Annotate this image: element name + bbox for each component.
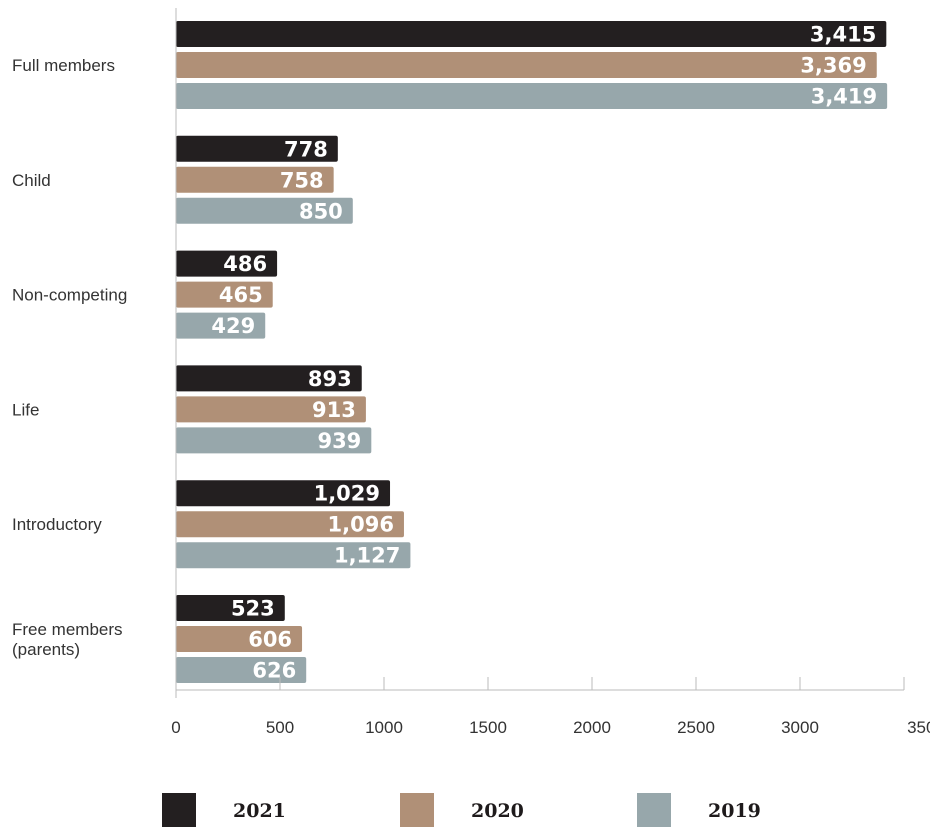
category-label-introductory: Introductory <box>12 515 102 534</box>
x-tick-label-1500: 1500 <box>469 718 507 737</box>
bar-label-free-members-parents-2020: 606 <box>248 628 292 652</box>
category-label-child: Child <box>12 171 51 190</box>
category-label-full-members: Full members <box>12 56 115 75</box>
bar-full-members-2021 <box>176 21 887 47</box>
bars <box>176 21 888 683</box>
bar-child-2019 <box>176 197 353 224</box>
bar-full-members-2020 <box>176 52 877 78</box>
bar-life-2021 <box>176 365 362 392</box>
bar-introductory-2021 <box>176 480 391 507</box>
bar-life-2019 <box>176 427 372 454</box>
bar-label-non-competing-2020: 465 <box>219 283 263 307</box>
bar-label-full-members-2020: 3,369 <box>800 54 866 78</box>
bar-label-life-2020: 913 <box>312 398 356 422</box>
bar-full-members-2019 <box>176 83 888 109</box>
bar-label-full-members-2021: 3,415 <box>810 23 876 47</box>
bar-value-labels: 3,415 778 486 893 1,029 523 3,369 758 465 913 1,09… <box>211 23 877 683</box>
x-tick-label-2000: 2000 <box>573 718 611 737</box>
legend-swatch-2021 <box>162 793 196 827</box>
legend: 2021 2020 2019 <box>162 793 761 827</box>
bar-label-free-members-parents-2021: 523 <box>231 597 275 621</box>
x-tick-label-2500: 2500 <box>677 718 715 737</box>
bar-label-life-2019: 939 <box>317 429 361 453</box>
x-axis: 0 500 1000 1500 2000 2500 3000 3500 <box>171 8 930 737</box>
bar-child-2021 <box>176 135 338 162</box>
bar-label-child-2019: 850 <box>299 199 343 223</box>
bar-label-life-2021: 893 <box>308 367 352 391</box>
bar-child-2020 <box>176 166 334 193</box>
bar-life-2020 <box>176 396 366 423</box>
x-tick-label-3000: 3000 <box>781 718 819 737</box>
bar-label-full-members-2019: 3,419 <box>811 85 877 109</box>
bar-label-introductory-2020: 1,096 <box>328 513 394 537</box>
legend-label-2021: 2021 <box>233 800 286 822</box>
bar-introductory-2020 <box>176 511 404 538</box>
bar-label-non-competing-2021: 486 <box>223 252 267 276</box>
legend-label-2019: 2019 <box>708 800 761 822</box>
x-tick-label-3500: 3500 <box>907 718 930 737</box>
bar-label-introductory-2019: 1,127 <box>334 544 400 568</box>
legend-swatch-2019 <box>637 793 671 827</box>
bar-non-competing-2021 <box>176 250 278 277</box>
category-label-life: Life <box>12 400 39 419</box>
bar-non-competing-2019 <box>176 312 266 339</box>
bar-free-members-parents-2019 <box>176 657 307 683</box>
bar-label-non-competing-2019: 429 <box>211 314 255 338</box>
bar-non-competing-2020 <box>176 281 273 308</box>
bar-label-free-members-parents-2019: 626 <box>252 659 296 683</box>
bar-free-members-parents-2020 <box>176 626 303 652</box>
category-label-free-members-parents: Free members (parents) <box>12 620 123 659</box>
legend-swatch-2020 <box>400 793 434 827</box>
x-tick-label-1000: 1000 <box>365 718 403 737</box>
bar-label-introductory-2021: 1,029 <box>314 482 380 506</box>
bar-label-child-2021: 778 <box>284 137 328 161</box>
bar-introductory-2019 <box>176 542 411 569</box>
bar-free-members-parents-2021 <box>176 595 285 621</box>
category-labels: Full members Child Non-competing Life Introd… <box>12 56 127 659</box>
x-tick-label-0: 0 <box>171 718 180 737</box>
x-tick-label-500: 500 <box>266 718 294 737</box>
category-label-non-competing: Non-competing <box>12 286 127 305</box>
legend-label-2020: 2020 <box>471 800 524 822</box>
bar-label-child-2020: 758 <box>280 168 324 192</box>
